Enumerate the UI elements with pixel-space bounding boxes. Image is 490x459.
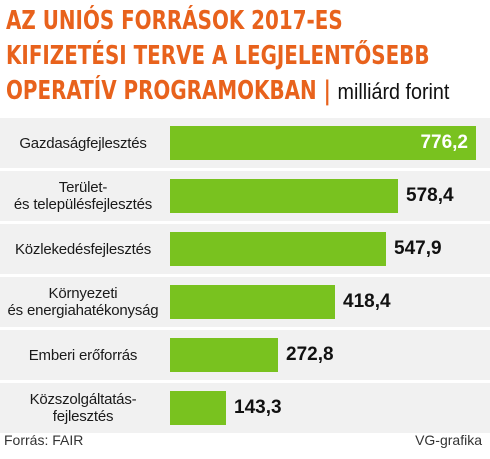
bar bbox=[170, 391, 226, 425]
bar bbox=[170, 126, 476, 160]
category-label: Emberi erőforrás bbox=[0, 330, 166, 380]
value-label: 418,4 bbox=[343, 291, 391, 312]
category-label: Gazdaságfejlesztés bbox=[0, 118, 166, 168]
chart-row: Környezeti és energiahatékonyság 418,4 bbox=[0, 277, 490, 327]
category-label: Közszolgáltatás-fejlesztés bbox=[0, 383, 166, 433]
title-line-1: AZ UNIÓS FORRÁSOK 2017-ES bbox=[6, 6, 343, 36]
unit-label: milliárd forint bbox=[337, 79, 450, 104]
category-label-line: és településfejlesztés bbox=[13, 196, 153, 213]
title-line-3-text: OPERATÍV PROGRAMOKBAN bbox=[6, 76, 317, 106]
value-label: 776,2 bbox=[420, 132, 468, 153]
title-line-2: KIFIZETÉSI TERVE A LEGJELENTŐSEBB bbox=[6, 41, 430, 71]
bar-chart: Gazdaságfejlesztés 776,2 Terület-és telepü… bbox=[0, 118, 490, 433]
value-label: 547,9 bbox=[394, 238, 442, 259]
category-label: Közlekedésfejlesztés bbox=[0, 224, 166, 274]
category-label-line: Közlekedésfejlesztés bbox=[14, 240, 152, 258]
chart-row: Terület-és településfejlesztés 578,4 bbox=[0, 171, 490, 221]
category-label-line: Környezeti bbox=[48, 285, 118, 302]
title-line-3: OPERATÍV PROGRAMOKBAN | milliárd forint bbox=[6, 74, 450, 109]
category-label-line: Közszolgáltatás-fejlesztés bbox=[29, 391, 137, 425]
bar bbox=[170, 179, 398, 213]
value-label: 272,8 bbox=[286, 344, 334, 365]
title-separator: | bbox=[323, 76, 331, 106]
bar bbox=[170, 338, 278, 372]
value-label: 143,3 bbox=[234, 397, 282, 418]
category-label-line: Emberi erőforrás bbox=[28, 346, 138, 364]
category-label: Környezeti és energiahatékonyság bbox=[0, 277, 166, 327]
chart-row: Emberi erőforrás 272,8 bbox=[0, 330, 490, 380]
source-note: Forrás: FAIR bbox=[4, 432, 84, 448]
chart-row: Gazdaságfejlesztés 776,2 bbox=[0, 118, 490, 168]
category-label-line: és energiahatékonyság bbox=[7, 302, 159, 319]
chart-title: AZ UNIÓS FORRÁSOK 2017-ES KIFIZETÉSI TER… bbox=[6, 4, 450, 109]
bar bbox=[170, 232, 386, 266]
credit-note: VG-grafika bbox=[415, 432, 482, 448]
category-label-line: Gazdaságfejlesztés bbox=[19, 134, 147, 152]
chart-row: Közlekedésfejlesztés 547,9 bbox=[0, 224, 490, 274]
chart-row: Közszolgáltatás-fejlesztés 143,3 bbox=[0, 383, 490, 433]
category-label: Terület-és településfejlesztés bbox=[0, 171, 166, 221]
category-label-line: Terület- bbox=[58, 179, 108, 196]
value-label: 578,4 bbox=[406, 185, 454, 206]
bar bbox=[170, 285, 335, 319]
